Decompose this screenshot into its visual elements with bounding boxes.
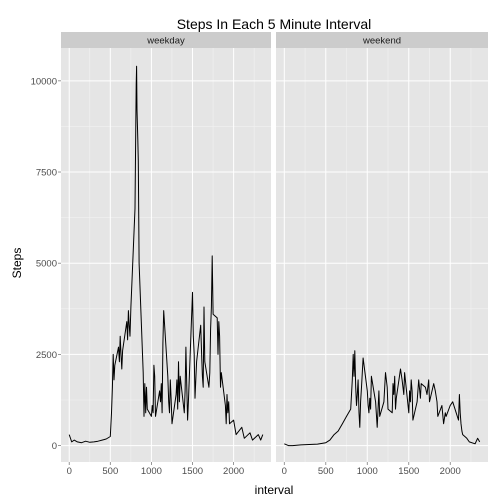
facet-strip <box>276 32 488 48</box>
facet-panel-weekday: weekday 0 500 1000 1500 2000 0 2500 5000 7500 1000… <box>31 32 271 477</box>
facet-strip-label: weekday <box>146 36 185 47</box>
x-tick-label: 0 <box>282 466 287 477</box>
panel-background <box>276 48 488 462</box>
y-axis-title: Steps <box>10 248 24 279</box>
y-tick-label: 0 <box>52 441 57 452</box>
x-tick-label: 1500 <box>182 466 203 477</box>
series-line-weekday <box>68 65 264 444</box>
y-tick-label: 2500 <box>36 350 57 361</box>
x-tick-label: 1000 <box>141 466 162 477</box>
x-tick-label: 1500 <box>398 466 419 477</box>
x-tick-label: 500 <box>102 466 118 477</box>
facet-panel-weekend: weekend 0 500 1000 1500 2000 <box>276 32 488 477</box>
x-tick-label: 0 <box>67 466 72 477</box>
chart-title: Steps In Each 5 Minute Interval <box>177 16 372 32</box>
facet-strip-label: weekend <box>362 36 401 47</box>
x-tick-label: 2000 <box>440 466 461 477</box>
x-axis-title: interval <box>255 483 294 497</box>
facet-strip <box>61 32 271 48</box>
panel-background <box>61 48 271 462</box>
series-line-weekend <box>284 350 481 447</box>
y-tick-label: 7500 <box>36 168 57 179</box>
x-tick-label: 1000 <box>357 466 378 477</box>
x-tick-label: 2000 <box>223 466 244 477</box>
y-tick-label: 10000 <box>31 76 57 87</box>
y-tick-label: 5000 <box>36 259 57 270</box>
x-tick-label: 500 <box>318 466 334 477</box>
